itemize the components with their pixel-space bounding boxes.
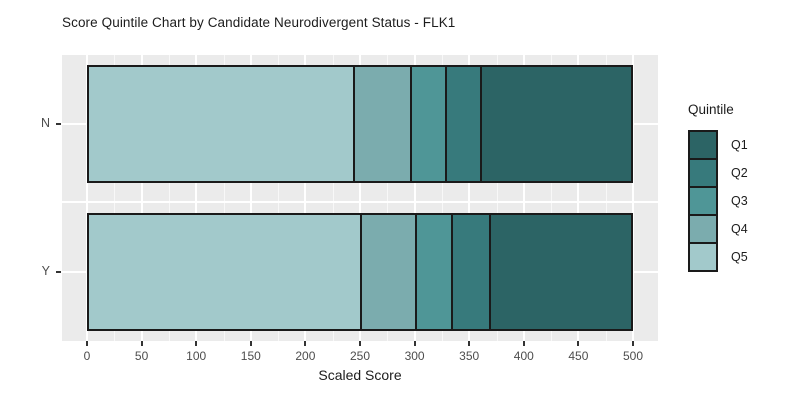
gridline-minor	[332, 55, 334, 341]
gridline-major	[140, 55, 143, 341]
gridline-major	[577, 55, 580, 341]
legend-key-Q5	[688, 242, 718, 272]
y-axis-label-Y: Y	[41, 264, 50, 278]
legend-key-Q3	[688, 186, 718, 216]
x-tick	[195, 341, 198, 346]
bar-N	[87, 65, 633, 183]
gridline-minor	[387, 55, 389, 341]
bar-Y	[87, 213, 633, 331]
x-tick	[304, 341, 307, 346]
legend-key-Q4	[688, 214, 718, 244]
bar-segment-Q4	[354, 67, 413, 181]
legend-item-Q4: Q4	[688, 214, 748, 244]
x-tick	[140, 341, 143, 346]
gridline-major	[522, 55, 525, 341]
x-tick	[359, 341, 361, 346]
bar-segment-Q1	[491, 215, 631, 329]
x-tick-label: 50	[134, 349, 149, 363]
x-tick-label: 450	[568, 349, 589, 363]
x-tick-label: 250	[349, 349, 371, 363]
gridline-minor	[441, 55, 443, 341]
legend-label-Q3: Q3	[731, 194, 748, 208]
bar-segment-Q2	[453, 215, 492, 329]
bar-segment-Q3	[417, 215, 454, 329]
gridline-major	[249, 55, 252, 341]
legend-keys: Q1 Q2 Q3 Q4 Q5	[688, 130, 748, 272]
gridline-major	[86, 55, 88, 341]
gridline-minor	[114, 55, 116, 341]
x-tick	[249, 341, 252, 346]
x-tick	[577, 341, 580, 346]
gridline-major	[632, 55, 634, 341]
x-tick-label: 300	[404, 349, 425, 363]
bar-segment-Q5	[89, 67, 355, 181]
x-tick-label: 0	[83, 349, 91, 363]
x-axis-title: Scaled Score	[318, 367, 402, 383]
legend-label-Q5: Q5	[731, 250, 748, 264]
chart-title: Score Quintile Chart by Candidate Neurod…	[62, 15, 456, 30]
gridline-major	[413, 55, 416, 341]
legend-key-Q2	[688, 158, 718, 188]
gridline-major	[195, 55, 198, 341]
gridline-minor	[551, 55, 553, 341]
gridline-minor	[278, 55, 280, 341]
gridline-minor	[168, 55, 170, 341]
legend-label-Q1: Q1	[731, 138, 748, 152]
y-tick	[56, 123, 61, 125]
x-tick	[522, 341, 525, 346]
gridline-major	[304, 55, 307, 341]
legend: Quintile Q1 Q2 Q3 Q4 Q5	[688, 102, 748, 272]
y-axis-label-N: N	[40, 116, 50, 130]
bar-segment-Q4	[362, 215, 418, 329]
x-tick-label: 400	[513, 349, 534, 363]
x-tick-label: 500	[622, 349, 644, 363]
legend-title: Quintile	[688, 102, 734, 117]
gridline-minor	[605, 55, 607, 341]
bar-segment-Q2	[446, 67, 483, 181]
gridline-minor	[223, 55, 225, 341]
legend-label-Q4: Q4	[731, 222, 748, 236]
x-tick	[413, 341, 416, 346]
legend-item-Q3: Q3	[688, 186, 748, 216]
x-tick	[86, 341, 88, 346]
x-tick-label: 350	[459, 349, 480, 363]
legend-item-Q2: Q2	[688, 158, 748, 188]
x-tick-label: 200	[295, 349, 316, 363]
gridline-horizontal	[62, 201, 658, 203]
legend-key-Q1	[688, 130, 718, 160]
legend-item-Q1: Q1	[688, 130, 748, 160]
gridline-major	[468, 55, 471, 341]
y-tick	[56, 271, 61, 273]
bar-segment-Q5	[89, 215, 363, 329]
x-tick-label: 100	[186, 349, 207, 363]
x-tick-label: 150	[240, 349, 261, 363]
x-tick	[468, 341, 471, 346]
bar-segment-Q1	[482, 67, 631, 181]
gridline-major	[359, 55, 361, 341]
legend-label-Q2: Q2	[731, 166, 748, 180]
bar-segment-Q3	[412, 67, 447, 181]
legend-item-Q5: Q5	[688, 242, 748, 272]
plot-panel	[62, 55, 658, 341]
x-tick	[632, 341, 634, 346]
gridline-minor	[496, 55, 498, 341]
